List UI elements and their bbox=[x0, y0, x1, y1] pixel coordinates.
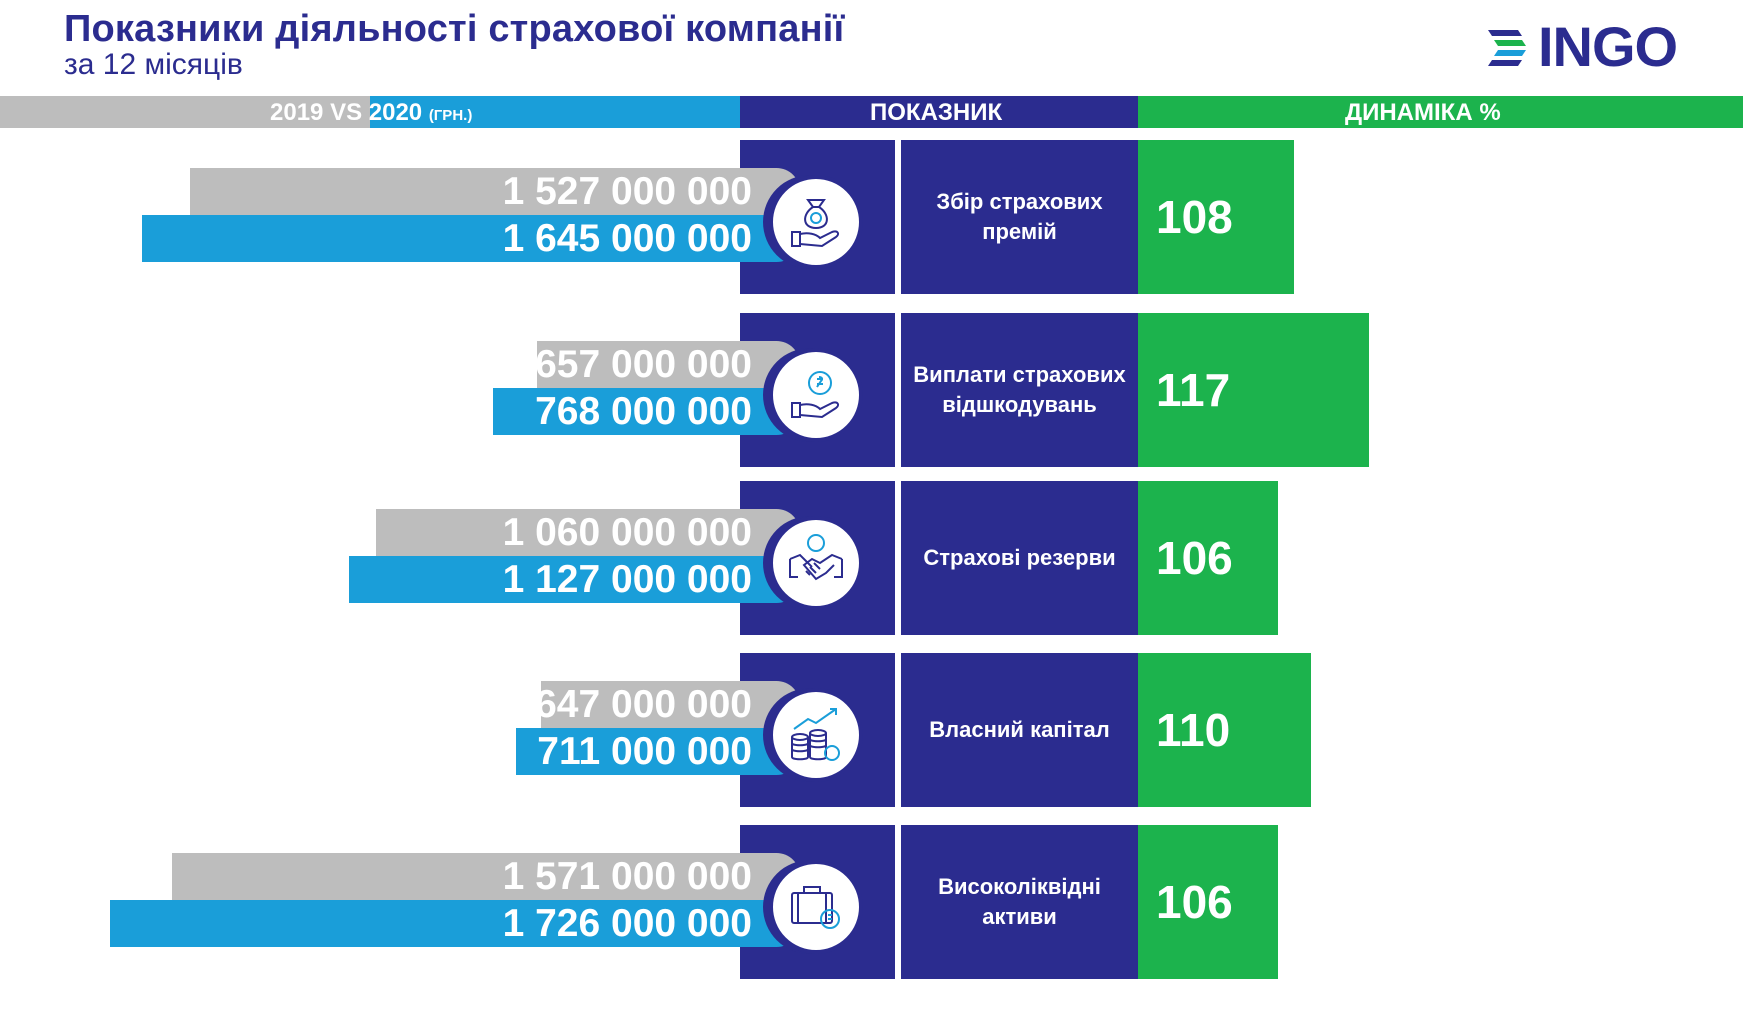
indicator-label-box: Високоліквідні активи bbox=[901, 825, 1138, 979]
logo-text: INGO bbox=[1538, 15, 1678, 78]
dynamics-bar: 110 bbox=[1138, 653, 1311, 807]
bar-2019: 1 060 000 000 bbox=[376, 509, 800, 556]
bar-2020: 1 645 000 000 bbox=[142, 215, 800, 262]
indicator-label: Високоліквідні активи bbox=[938, 874, 1101, 929]
money-bag-hand-icon bbox=[769, 175, 863, 269]
logo-stripes-icon bbox=[1488, 30, 1526, 66]
bar-2020: 768 000 000 bbox=[493, 388, 800, 435]
page-subtitle: за 12 місяців bbox=[64, 48, 243, 81]
indicator-row: 1 060 000 000 1 127 000 000 Страхові резер… bbox=[0, 481, 1743, 635]
value-2019-label: 1 527 000 000 bbox=[502, 170, 752, 213]
briefcase-icon bbox=[769, 860, 863, 954]
bar-2020: 711 000 000 bbox=[516, 728, 800, 775]
header-indicator-label: ПОКАЗНИК bbox=[870, 99, 1003, 126]
header-dynamics-label: ДИНАМІКА % bbox=[1345, 99, 1501, 126]
header-year-2019: 2019 bbox=[270, 99, 324, 126]
indicator-label: Збір страхових премій bbox=[936, 189, 1103, 244]
value-2019-label: 1 060 000 000 bbox=[502, 511, 752, 554]
indicator-label-box: Страхові резерви bbox=[901, 481, 1138, 635]
value-2020-label: 711 000 000 bbox=[537, 730, 752, 773]
dynamics-bar: 108 bbox=[1138, 140, 1294, 294]
value-2020-label: 1 726 000 000 bbox=[502, 902, 752, 945]
header-indicator: ПОКАЗНИК bbox=[740, 96, 1138, 128]
dynamics-value: 106 bbox=[1156, 876, 1233, 928]
bar-2019: 1 571 000 000 bbox=[172, 853, 800, 900]
indicator-row: 647 000 000 711 000 000 Власний капітал 110 bbox=[0, 653, 1743, 807]
dynamics-value: 110 bbox=[1156, 704, 1231, 756]
value-2019-label: 1 571 000 000 bbox=[502, 855, 752, 898]
dynamics-bar: 106 bbox=[1138, 481, 1278, 635]
dynamics-value: 106 bbox=[1156, 532, 1233, 584]
bar-2019: 657 000 000 bbox=[535, 341, 800, 388]
header-years: 2019 VS 2020 (ГРН.) bbox=[0, 96, 740, 128]
header-vs: VS bbox=[330, 99, 363, 126]
page-title: Показники діяльності страхової компанії bbox=[64, 8, 845, 50]
ingo-logo: INGO bbox=[1484, 15, 1684, 78]
bar-2020: 1 127 000 000 bbox=[349, 556, 800, 603]
header-unit: (ГРН.) bbox=[428, 107, 473, 124]
dynamics-bar: 106 bbox=[1138, 825, 1278, 979]
indicator-row: 1 527 000 000 1 645 000 000 Збір страхових… bbox=[0, 140, 1743, 294]
dynamics-value: 108 bbox=[1156, 191, 1233, 243]
bar-2020: 1 726 000 000 bbox=[110, 900, 800, 947]
indicator-label-box: Збір страхових премій bbox=[901, 140, 1138, 294]
indicator-label-box: Виплати страхових відшкодувань bbox=[901, 313, 1138, 467]
indicator-label: Виплати страхових відшкодувань bbox=[913, 362, 1126, 417]
dynamics-value: 117 bbox=[1156, 364, 1231, 416]
value-2020-label: 1 645 000 000 bbox=[502, 217, 752, 260]
value-2020-label: 1 127 000 000 bbox=[502, 558, 752, 601]
coin-stacks-growth-icon bbox=[769, 688, 863, 782]
coin-hand-icon bbox=[769, 348, 863, 442]
table-header: 2019 VS 2020 (ГРН.) ПОКАЗНИК ДИНАМІКА % bbox=[0, 96, 1743, 128]
handshake-icon bbox=[769, 516, 863, 610]
header-dynamics: ДИНАМІКА % bbox=[1138, 96, 1743, 128]
bar-2019: 1 527 000 000 bbox=[190, 168, 800, 215]
header-year-2020: 2020 bbox=[368, 99, 423, 126]
dynamics-bar: 117 bbox=[1138, 313, 1369, 467]
indicator-label-box: Власний капітал bbox=[901, 653, 1138, 807]
indicator-row: 1 571 000 000 1 726 000 000 Високоліквідні… bbox=[0, 825, 1743, 979]
indicator-label: Власний капітал bbox=[929, 717, 1110, 742]
indicator-row: 657 000 000 768 000 000 Виплати страхових … bbox=[0, 313, 1743, 467]
value-2019-label: 647 000 000 bbox=[535, 683, 752, 726]
value-2020-label: 768 000 000 bbox=[535, 390, 752, 433]
bar-2019: 647 000 000 bbox=[535, 681, 800, 728]
indicator-label: Страхові резерви bbox=[923, 545, 1116, 570]
value-2019-label: 657 000 000 bbox=[535, 343, 752, 386]
